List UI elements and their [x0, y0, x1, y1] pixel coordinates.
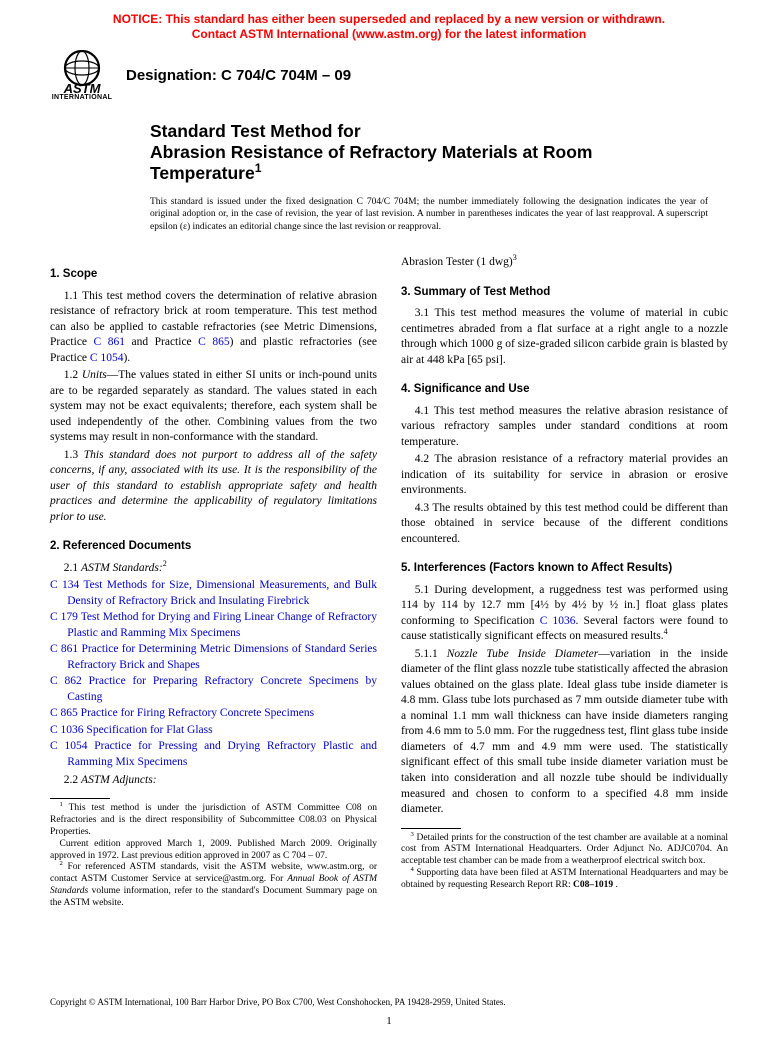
para-5-1-sup: 4	[664, 628, 668, 637]
para-5-1: 5.1 During development, a ruggedness tes…	[401, 583, 728, 645]
section-4-heading: 4. Significance and Use	[401, 382, 728, 398]
section-1-heading: 1. Scope	[50, 267, 377, 283]
copyright-line: Copyright © ASTM International, 100 Barr…	[50, 997, 506, 1007]
notice-line1: NOTICE: This standard has either been su…	[113, 12, 665, 26]
para-1-1-d: ).	[123, 352, 130, 364]
page-number: 1	[0, 1015, 778, 1027]
para-5-1-1: 5.1.1 Nozzle Tube Inside Diameter—variat…	[401, 647, 728, 818]
footnote-1: 1 This test method is under the jurisdic…	[50, 803, 377, 839]
adjunct-text: Abrasion Tester (1 dwg)	[401, 256, 513, 268]
footnote-3: 3 Detailed prints for the construction o…	[401, 833, 728, 869]
footnote-4-a: Supporting data have been filed at ASTM …	[401, 868, 728, 890]
title-line3: Temperature1	[150, 163, 728, 184]
ref-item[interactable]: C 1054 Practice for Pressing and Drying …	[50, 739, 377, 770]
right-column: Abrasion Tester (1 dwg)3 3. Summary of T…	[401, 253, 728, 910]
footnote-2-b: volume information, refer to the standar…	[50, 886, 377, 908]
para-2-1-title: ASTM Standards:	[81, 562, 163, 574]
section-2-heading: 2. Referenced Documents	[50, 539, 377, 555]
para-4-2: 4.2 The abrasion resistance of a refract…	[401, 452, 728, 499]
para-1-2-units: Units	[82, 369, 107, 381]
ref-c865[interactable]: C 865	[198, 336, 229, 348]
footnote-3-text: Detailed prints for the construction of …	[401, 833, 728, 867]
para-2-2-num: 2.2	[64, 774, 81, 786]
para-4-1: 4.1 This test method measures the relati…	[401, 404, 728, 451]
footnote-4: 4 Supporting data have been filed at AST…	[401, 868, 728, 892]
section-3-heading: 3. Summary of Test Method	[401, 285, 728, 301]
ref-item[interactable]: C 1036 Specification for Flat Glass	[50, 723, 377, 739]
astm-logo: ASTM INTERNATIONAL	[50, 50, 114, 101]
svg-text:ASTM: ASTM	[63, 81, 102, 94]
footnote-rule-right	[401, 828, 461, 829]
header-row: ASTM INTERNATIONAL Designation: C 704/C …	[50, 50, 728, 101]
title-footnote-ref: 1	[255, 161, 262, 175]
footnote-2: 2 For referenced ASTM standards, visit t…	[50, 862, 377, 910]
designation: Designation: C 704/C 704M – 09	[126, 67, 351, 84]
para-1-2: 1.2 Units—The values stated in either SI…	[50, 368, 377, 446]
ref-item[interactable]: C 134 Test Methods for Size, Dimensional…	[50, 578, 377, 609]
footnote-rule	[50, 798, 110, 799]
para-1-3-body: This standard does not purport to addres…	[50, 449, 377, 523]
adjunct-line: Abrasion Tester (1 dwg)3	[401, 255, 728, 271]
ref-c1036-inline[interactable]: C 1036	[540, 615, 576, 627]
para-4-3: 4.3 The results obtained by this test me…	[401, 501, 728, 548]
para-2-2: 2.2 ASTM Adjuncts:	[50, 773, 377, 789]
footnote-4-bold: C08–1019	[573, 880, 613, 890]
ref-item[interactable]: C 865 Practice for Firing Refractory Con…	[50, 706, 377, 722]
footnote-4-b: .	[613, 880, 618, 890]
ref-c1054[interactable]: C 1054	[90, 352, 124, 364]
para-5-1-1-num: 5.1.1	[415, 648, 447, 660]
left-column: 1. Scope 1.1 This test method covers the…	[50, 253, 377, 910]
adjunct-sup: 3	[513, 253, 517, 262]
body-columns: 1. Scope 1.1 This test method covers the…	[50, 253, 728, 910]
section-5-heading: 5. Interferences (Factors known to Affec…	[401, 561, 728, 577]
title-line2: Abrasion Resistance of Refractory Materi…	[150, 142, 728, 163]
footnote-1-text: This test method is under the jurisdicti…	[50, 803, 377, 837]
title-line3-text: Temperature	[150, 163, 255, 183]
para-1-1: 1.1 This test method covers the determin…	[50, 289, 377, 367]
ref-item[interactable]: C 179 Test Method for Drying and Firing …	[50, 610, 377, 641]
title-block: Standard Test Method for Abrasion Resist…	[150, 121, 728, 184]
title-line1: Standard Test Method for	[150, 121, 728, 142]
para-3-1: 3.1 This test method measures the volume…	[401, 306, 728, 368]
para-5-1-1-title: Nozzle Tube Inside Diameter	[447, 648, 598, 660]
para-2-1: 2.1 ASTM Standards:2	[50, 561, 377, 577]
para-2-2-title: ASTM Adjuncts:	[81, 774, 157, 786]
ref-item[interactable]: C 861 Practice for Determining Metric Di…	[50, 642, 377, 673]
notice-line2: Contact ASTM International (www.astm.org…	[192, 27, 586, 41]
footnote-1b: Current edition approved March 1, 2009. …	[50, 839, 377, 863]
logo-label: INTERNATIONAL	[50, 94, 114, 101]
para-1-3: 1.3 This standard does not purport to ad…	[50, 448, 377, 526]
page: NOTICE: This standard has either been su…	[0, 0, 778, 1041]
ref-c861[interactable]: C 861	[94, 336, 125, 348]
para-1-2-num: 1.2	[64, 369, 82, 381]
para-1-1-b: and Practice	[125, 336, 198, 348]
para-5-1-1-body: —variation in the inside diameter of the…	[401, 648, 728, 815]
astm-logo-icon: ASTM	[53, 50, 111, 94]
issuance-note: This standard is issued under the fixed …	[150, 196, 708, 233]
supersession-notice: NOTICE: This standard has either been su…	[50, 0, 728, 42]
para-2-1-sup: 2	[163, 559, 167, 568]
para-2-1-num: 2.1	[64, 562, 81, 574]
ref-item[interactable]: C 862 Practice for Preparing Refractory …	[50, 674, 377, 705]
